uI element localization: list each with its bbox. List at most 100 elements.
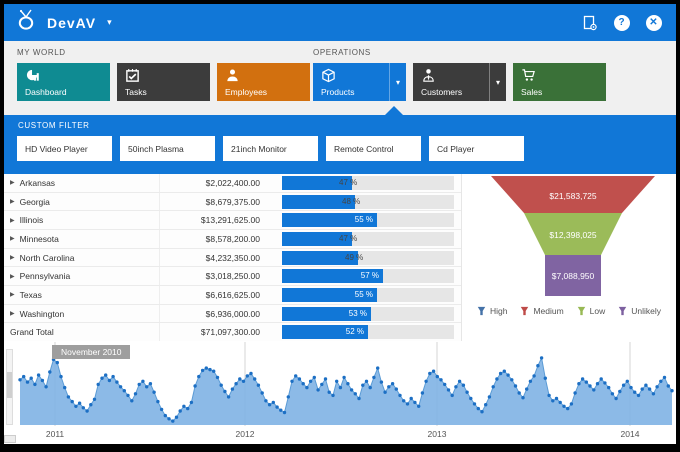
legend-item-medium[interactable]: Medium <box>520 306 563 316</box>
ribbon-group-label: OPERATIONS <box>313 48 606 57</box>
percent-bar-cell: 48 % <box>274 195 461 209</box>
percent-bar-cell: 53 % <box>274 307 461 321</box>
state-name: Georgia <box>20 197 50 207</box>
sales-value-cell: $8,578,200.00 <box>159 230 274 248</box>
filter-button-hd-video-player[interactable]: HD Video Player <box>17 136 112 161</box>
percent-label: 53 % <box>349 307 367 321</box>
state-name-cell: ▶ Arkansas <box>4 178 159 188</box>
filter-buttons: HD Video Player 50inch Plasma 21inch Monit… <box>17 136 524 161</box>
state-name-cell: Grand Total <box>4 327 159 337</box>
title-bar: DevAV ▾ ? ✕ <box>4 4 676 41</box>
percent-label: 47 % <box>339 176 357 190</box>
ribbon: MY WORLDDashboardTasksEmployeesOPERATION… <box>4 41 676 115</box>
percent-bar-track: 49 % <box>282 251 454 265</box>
state-name: Arkansas <box>20 178 55 188</box>
state-name-cell: ▶ Georgia <box>4 197 159 207</box>
expand-arrow-icon[interactable]: ▶ <box>10 291 15 298</box>
tile-customers-dropdown[interactable]: ▾ <box>489 63 506 101</box>
table-row[interactable]: ▶ Georgia $8,679,375.00 48 % <box>4 193 461 212</box>
state-name: Minnesota <box>20 234 59 244</box>
opportunities-funnel-chart: $21,583,725$12,398,025$7,088,950 HighMed… <box>462 174 676 341</box>
filter-panel-title: CUSTOM FILTER <box>18 121 90 130</box>
state-name-cell: ▶ Minnesota <box>4 234 159 244</box>
percent-bar-cell: 55 % <box>274 288 461 302</box>
legend-label: Low <box>590 306 606 316</box>
tasks-icon <box>125 68 140 83</box>
legend-item-unlikely[interactable]: Unlikely <box>618 306 661 316</box>
tile-sales[interactable]: Sales <box>513 63 606 101</box>
funnel-legend-icon <box>477 306 486 316</box>
filter-button-50inch-plasma[interactable]: 50inch Plasma <box>120 136 215 161</box>
expand-arrow-icon[interactable]: ▶ <box>10 273 15 280</box>
state-name-cell: ▶ Illinois <box>4 215 159 225</box>
close-icon[interactable]: ✕ <box>645 14 662 31</box>
sales-value-cell: $2,022,400.00 <box>159 174 274 192</box>
legend-label: Medium <box>533 306 563 316</box>
filter-button-21inch-monitor[interactable]: 21inch Monitor <box>223 136 318 161</box>
sales-value-cell: $4,232,350.00 <box>159 249 274 267</box>
table-row[interactable]: ▶Illinois$13,291,625.0055 % <box>4 211 461 230</box>
legend-item-low[interactable]: Low <box>577 306 606 316</box>
state-name: North Carolina <box>20 253 75 263</box>
percent-bar-cell: 52 % <box>274 325 461 339</box>
expand-arrow-icon[interactable]: ▶ <box>10 217 15 224</box>
products-icon <box>321 68 336 83</box>
tile-tasks[interactable]: Tasks <box>117 63 210 101</box>
help-icon[interactable]: ? <box>613 14 630 31</box>
expand-arrow-icon[interactable]: ▶ <box>10 179 15 186</box>
dashboard-content: ▶ Arkansas $2,022,400.00 47 % ▶ Georgia $8,679… <box>4 174 676 341</box>
percent-bar-cell: 47 % <box>274 176 461 190</box>
percent-bar-track: 53 % <box>282 307 454 321</box>
tile-label: Tasks <box>125 87 147 97</box>
tile-employees[interactable]: Employees <box>217 63 310 101</box>
expand-arrow-icon[interactable]: ▶ <box>10 235 15 242</box>
sales-value-cell: $8,679,375.00 <box>159 193 274 211</box>
dashboard-options-icon[interactable] <box>581 14 598 31</box>
state-name-cell: ▶Pennsylvania <box>4 271 159 281</box>
vertical-scrollbar-thumb[interactable] <box>7 372 12 398</box>
vertical-scrollbar[interactable] <box>6 349 13 425</box>
legend-item-high[interactable]: High <box>477 306 507 316</box>
revenue-timeline-chart: November 2010 2011201220132014 <box>4 341 676 444</box>
percent-bar-cell: 49 % <box>274 251 461 265</box>
percent-label: 47 % <box>339 232 357 246</box>
tile-products-dropdown[interactable]: ▾ <box>389 63 406 101</box>
tile-customers[interactable]: Customers <box>413 63 489 101</box>
state-name: Illinois <box>20 215 44 225</box>
horizontal-scrollbar-thumb[interactable] <box>4 435 16 443</box>
state-name-cell: ▶ Washington <box>4 309 159 319</box>
percent-bar-track: 47 % <box>282 176 454 190</box>
filter-button-remote-control[interactable]: Remote Control <box>326 136 421 161</box>
table-row[interactable]: Grand Total$71,097,300.00 52 % <box>4 323 461 341</box>
table-row[interactable]: ▶ North Carolina $4,232,350.00 49 % <box>4 249 461 268</box>
state-name-cell: ▶ North Carolina <box>4 253 159 263</box>
percent-bar-cell: 57 % <box>274 269 461 283</box>
tile-dashboard[interactable]: Dashboard <box>17 63 110 101</box>
percent-bar-track: 47 % <box>282 232 454 246</box>
app-menu-button[interactable]: DevAV ▾ <box>16 8 112 37</box>
tile-products[interactable]: Products <box>313 63 389 101</box>
expand-arrow-icon[interactable]: ▶ <box>10 310 15 317</box>
expand-arrow-icon[interactable]: ▶ <box>10 198 15 205</box>
expand-arrow-icon[interactable]: ▶ <box>10 254 15 261</box>
x-axis-tick-2012: 2012 <box>225 429 265 439</box>
filter-button-cd-player[interactable]: Cd Player <box>429 136 524 161</box>
table-row[interactable]: ▶ Minnesota $8,578,200.00 47 % <box>4 230 461 249</box>
state-name: Washington <box>20 309 65 319</box>
table-row[interactable]: ▶Pennsylvania$3,018,250.0057 % <box>4 267 461 286</box>
sales-value-cell: $71,097,300.00 <box>159 323 274 341</box>
table-row[interactable]: ▶ Arkansas $2,022,400.00 47 % <box>4 174 461 193</box>
table-row[interactable]: ▶Texas$6,616,625.0055 % <box>4 286 461 305</box>
percent-bar-track: 48 % <box>282 195 454 209</box>
percent-bar-track: 55 % <box>282 213 454 227</box>
table-row[interactable]: ▶Washington$6,936,000.0053 % <box>4 305 461 324</box>
state-name-cell: ▶ Texas <box>4 290 159 300</box>
area-series <box>20 358 672 425</box>
percent-bar-cell: 47 % <box>274 232 461 246</box>
app-title: DevAV <box>47 15 96 31</box>
funnel-legend-icon <box>520 306 529 316</box>
percent-label: 49 % <box>345 251 363 265</box>
sales-by-state-table: ▶ Arkansas $2,022,400.00 47 % ▶ Georgia $8,679… <box>4 174 462 341</box>
state-name: Texas <box>20 290 42 300</box>
percent-label: 52 % <box>346 325 364 339</box>
